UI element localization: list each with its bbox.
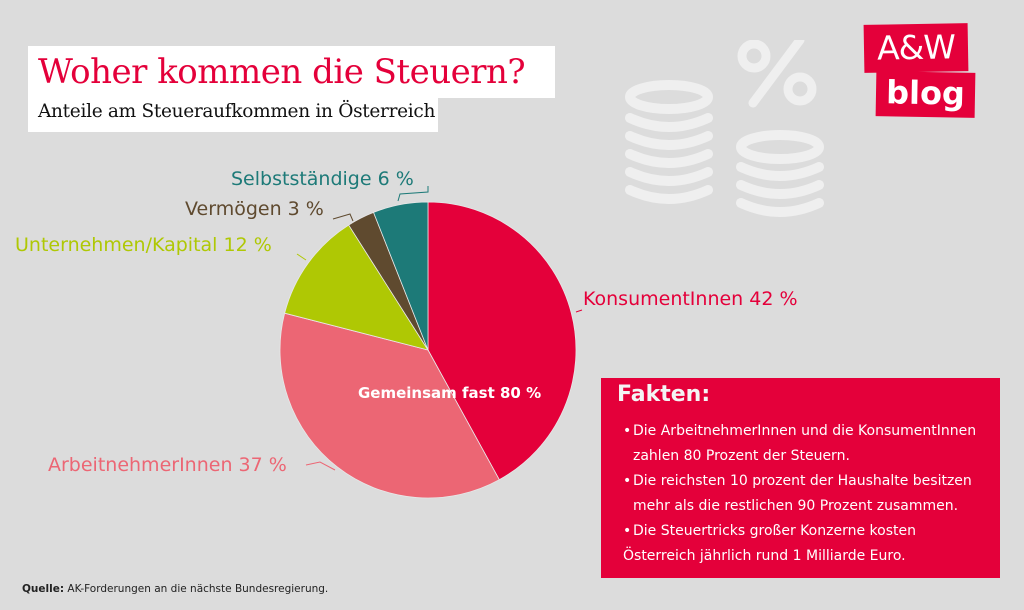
slice-label-unternehmen-kapital: Unternehmen/Kapital 12 % [15,234,272,256]
fact-item: • Die reichsten 10 prozent der Haushalte … [623,469,998,519]
title-background [28,46,555,98]
facts-title: Fakten: [617,382,711,407]
facts-box: Fakten: • Die ArbeitnehmerInnen und die K… [601,378,1000,578]
slice-label-vermoegen: Vermögen 3 % [185,198,324,220]
percent-icon [737,40,817,108]
chart-subtitle: Anteile am Steueraufkommen in Österreich [38,101,436,122]
bullet-icon: • [623,523,632,539]
combined-annotation: Gemeinsam fast 80 % [358,384,542,402]
fact-item: • Die ArbeitnehmerInnen und die Konsument… [623,419,998,469]
slice-label-selbststaendige: Selbstständige 6 % [231,168,414,190]
pie-slice-unternehmen-kapital [284,224,429,351]
decoration [625,40,824,217]
leader-line [332,213,354,222]
leader-line [305,461,336,471]
leader-line [296,253,307,261]
coins-stack-icon [625,80,713,204]
chart-title: Woher kommen die Steuern? [38,52,526,92]
pie-slice-konsumentinnen [427,201,577,481]
fact-item: • Die Steuertricks großer Konzerne kosten… [623,519,998,569]
bullet-icon: • [623,423,632,439]
source-text: AK-Forderungen an die nächste Bundesregi… [67,583,329,595]
pie-slice-arbeitnehmerinnen [279,312,500,499]
subtitle-background [28,98,438,132]
bullet-icon: • [623,473,632,489]
leader-line [575,309,583,313]
leader-line [397,186,429,202]
slice-label-konsumentinnen: KonsumentInnen 42 % [583,288,798,310]
pie-slice-selbstst-ndige [372,201,429,351]
source-label: Quelle: [22,583,65,595]
source-note: Quelle: AK-Forderungen an die nächste Bu… [22,583,328,595]
coins-stack-icon [736,130,824,217]
slice-label-arbeitnehmerinnen: ArbeitnehmerInnen 37 % [48,454,287,476]
